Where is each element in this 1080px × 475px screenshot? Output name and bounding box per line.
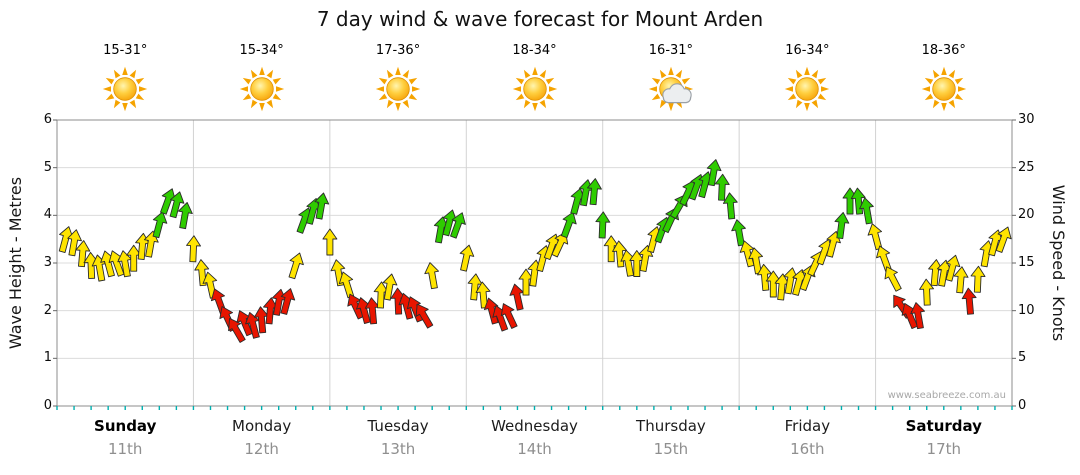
wind-speed-tick-label: 25 — [1018, 159, 1035, 175]
temperature-range: 18-36° — [921, 43, 966, 58]
day-name: Sunday — [94, 417, 157, 435]
temperature-range: 15-34° — [239, 43, 284, 58]
wind-arrow — [884, 266, 902, 292]
wind-arrow — [560, 211, 577, 239]
wind-speed-tick-label: 5 — [1018, 350, 1027, 366]
sun-icon — [785, 66, 830, 112]
temperature-range: 17-36° — [375, 43, 421, 58]
wave-height-tick-label: 4 — [43, 207, 52, 223]
wind-speed-tick-label: 30 — [1018, 112, 1035, 127]
wind-arrow — [551, 231, 569, 258]
wind-arrow — [731, 219, 746, 247]
day-date: 16th — [790, 440, 825, 458]
sun-cloud-icon — [648, 66, 694, 112]
day-date: 12th — [244, 440, 279, 458]
wind-arrow — [382, 273, 398, 301]
wind-arrow — [67, 229, 82, 257]
wind-speed-tick-label: 15 — [1018, 255, 1035, 270]
wave-height-tick-label: 5 — [43, 159, 52, 175]
wind-arrow — [424, 262, 440, 290]
wind-arrow — [143, 230, 159, 258]
day-name: Monday — [232, 417, 292, 435]
sun-icon — [103, 66, 148, 112]
wind-arrow — [415, 303, 434, 329]
wind-arrow — [186, 235, 201, 263]
watermark: www.seabreeze.com.au — [887, 390, 1006, 401]
wind-arrow — [475, 281, 491, 309]
wind-arrow — [322, 228, 338, 256]
day-name: Thursday — [636, 417, 706, 435]
day-date: 14th — [517, 440, 552, 458]
wind-arrow — [953, 266, 969, 294]
day-name: Friday — [784, 417, 831, 435]
wind-speed-tick-label: 10 — [1018, 302, 1035, 318]
wind-arrow — [459, 244, 475, 272]
wind-arrow — [178, 202, 193, 230]
wind-arrow — [169, 191, 185, 219]
wind-arrow — [450, 212, 466, 239]
wind-arrow — [152, 211, 168, 239]
wind-arrow — [995, 226, 1012, 253]
day-name: Wednesday — [491, 417, 578, 435]
wind-arrow — [910, 302, 926, 330]
wind-arrow — [280, 288, 296, 315]
wind-arrow — [970, 265, 986, 293]
chart-title: 7 day wind & wave forecast for Mount Ard… — [316, 7, 764, 31]
wind-arrow — [288, 252, 304, 280]
sun-icon — [375, 66, 421, 112]
wind-arrow — [75, 240, 91, 268]
day-date: 11th — [107, 440, 143, 458]
wave-height-tick-label: 1 — [43, 350, 52, 366]
wind-arrow — [961, 287, 977, 315]
cloud-icon — [662, 83, 692, 104]
wind-arrow — [867, 223, 883, 251]
wind-arrow — [714, 173, 730, 201]
wind-speed-tick-label: 0 — [1018, 398, 1027, 413]
day-date: 13th — [380, 440, 416, 458]
day-name: Tuesday — [367, 417, 429, 435]
wind-arrow — [706, 159, 722, 187]
wind-arrow — [834, 211, 850, 240]
day-name: Saturday — [905, 417, 982, 435]
wind-arrow — [314, 192, 330, 220]
wind-arrow — [638, 244, 654, 272]
wind-arrow — [945, 254, 961, 282]
wind-arrow — [859, 197, 874, 225]
sun-icon — [921, 66, 966, 112]
wind-speed-tick-label: 20 — [1018, 207, 1035, 223]
wind-arrow — [722, 192, 738, 220]
wind-arrow — [228, 317, 246, 343]
left-axis-title: Wave Height - Metres — [6, 176, 25, 350]
wind-arrow — [595, 211, 611, 239]
wind-arrow — [919, 278, 935, 306]
wind-arrow — [757, 263, 772, 291]
temperature-range: 16-31° — [648, 43, 694, 58]
wave-height-tick-label: 6 — [43, 112, 52, 127]
wind-arrow — [500, 303, 518, 329]
wind-arrow — [587, 178, 602, 206]
sun-icon — [239, 66, 284, 112]
temperature-range: 15-31° — [103, 43, 148, 58]
wave-height-tick-label: 2 — [43, 302, 52, 318]
wave-height-tick-label: 0 — [43, 398, 52, 413]
day-date: 15th — [653, 440, 689, 458]
temperature-range: 18-34° — [512, 43, 557, 58]
wind-arrow — [407, 296, 424, 323]
sun-icon — [512, 66, 557, 112]
day-date: 17th — [926, 440, 962, 458]
wave-height-tick-label: 3 — [43, 255, 52, 270]
temperature-range: 16-34° — [785, 43, 830, 58]
